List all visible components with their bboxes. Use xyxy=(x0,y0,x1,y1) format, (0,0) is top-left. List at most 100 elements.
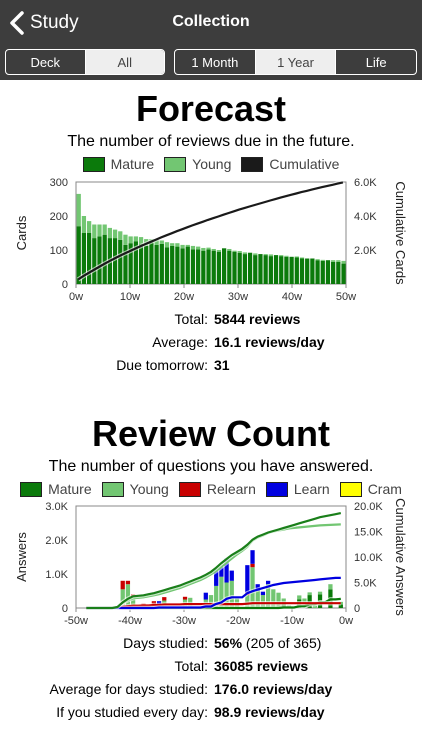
bar-mature xyxy=(247,252,253,284)
legend-item-mature: Mature xyxy=(82,156,154,172)
learn-swatch xyxy=(265,481,288,497)
bar-mature xyxy=(159,243,164,284)
bar-young xyxy=(128,236,133,244)
review-count-subtitle: The number of questions you have answere… xyxy=(48,458,374,475)
bar-mature xyxy=(216,251,222,284)
legend-label: Relearn xyxy=(206,481,256,497)
bar-mature xyxy=(112,238,118,284)
stat-label: If you studied every day: xyxy=(56,704,208,720)
bar-mature xyxy=(263,255,268,284)
bar-young xyxy=(107,227,113,239)
bar-young xyxy=(265,584,271,608)
legend-label: Young xyxy=(192,156,232,172)
x-tick-label: 20w xyxy=(174,291,194,303)
bar-young xyxy=(297,595,302,600)
y2-tick-label: 15.0K xyxy=(354,527,383,539)
segment-life[interactable]: Life xyxy=(335,50,416,74)
forecast-chart: Cards Cumulative Cards 0 100 200 300 2.0K 4.0K 6… xyxy=(14,177,408,303)
bar-young xyxy=(331,260,336,262)
stat-value: 31 xyxy=(214,357,230,373)
deck-scope-control: Deck All xyxy=(5,49,165,75)
bar-young xyxy=(97,224,102,237)
bar-mature xyxy=(232,251,237,284)
stat-value-wrap: 98.9 reviews/day xyxy=(214,704,325,720)
bar-young xyxy=(242,252,248,255)
bar-mature xyxy=(258,254,263,284)
bar-mature xyxy=(279,256,284,284)
bar-young xyxy=(208,595,214,608)
bar-young xyxy=(196,246,201,250)
stat-label: Due tomorrow: xyxy=(116,357,208,373)
forecast-subtitle: The number of reviews due in the future. xyxy=(67,133,355,150)
bar-young xyxy=(190,245,196,250)
bar-young xyxy=(237,251,242,253)
bar-mature xyxy=(149,242,154,284)
bar-young xyxy=(232,250,237,252)
y-tick-label: 1.0K xyxy=(45,569,68,581)
mature-swatch xyxy=(82,156,105,172)
bar-young xyxy=(229,580,234,608)
review-count-title: Review Count xyxy=(91,413,331,454)
bar-mature xyxy=(196,249,201,284)
legend-item-relearn: Relearn xyxy=(178,481,256,497)
stat-value-wrap: 36085 reviews xyxy=(214,658,308,674)
segment-all[interactable]: All xyxy=(84,50,164,74)
y2-tick-label: 6.0K xyxy=(354,177,377,189)
young-swatch xyxy=(101,481,124,497)
bar-mature xyxy=(138,243,144,284)
stat-value: 36085 reviews xyxy=(214,658,309,674)
y2-tick-label: 20.0K xyxy=(354,501,383,513)
legend-label: Mature xyxy=(48,481,92,497)
bar-young xyxy=(81,216,87,233)
bar-mature xyxy=(325,260,331,284)
y2-tick-label: 2.0K xyxy=(354,245,377,257)
legend-item-cumulative: Cumulative xyxy=(241,156,339,172)
bar-mature xyxy=(273,255,279,284)
segment-deck[interactable]: Deck xyxy=(30,54,61,70)
legend-label: Cumulative xyxy=(269,156,340,172)
y-tick-label: 100 xyxy=(50,245,68,257)
bar-mature xyxy=(336,261,341,284)
bar-mature xyxy=(268,256,273,284)
legend-item-cram: Cram xyxy=(339,481,402,497)
bar-young xyxy=(201,247,206,251)
segment-1-year[interactable]: 1 Year xyxy=(254,50,336,74)
bar-mature xyxy=(305,258,310,284)
stat-label: Average for days studied: xyxy=(49,681,208,697)
legend-label: Learn xyxy=(293,481,330,497)
bar-mature xyxy=(81,233,87,284)
bar-mature xyxy=(206,249,211,284)
bar-learn xyxy=(265,580,271,585)
stat-row: Total: 5844 reviews xyxy=(0,311,422,331)
segment-1-month[interactable]: 1 Month xyxy=(191,54,239,70)
bar-learn xyxy=(229,570,234,581)
bar-relearn xyxy=(151,601,157,604)
x-tick-label: -50w xyxy=(64,615,88,627)
bar-young xyxy=(294,256,299,258)
bar-young xyxy=(211,248,216,251)
y-axis-title: Cards xyxy=(14,215,29,250)
line-learn xyxy=(86,576,341,610)
bar-young xyxy=(76,193,81,227)
bar-young xyxy=(299,257,305,259)
bar-mature xyxy=(164,247,170,284)
x-tick-label: -40w xyxy=(118,615,142,627)
bar-young xyxy=(175,243,180,247)
legend-label: Cram xyxy=(367,481,402,497)
x-tick-label: -10w xyxy=(280,615,304,627)
bar-mature xyxy=(201,250,206,284)
bar-mature xyxy=(310,258,315,284)
bar-young xyxy=(125,584,131,608)
bar-young xyxy=(271,589,276,608)
y2-tick-label: 5.0K xyxy=(354,578,377,590)
back-button[interactable]: Study xyxy=(10,8,79,38)
bar-mature xyxy=(299,258,305,284)
stat-row: If you studied every day: 98.9 reviews/da… xyxy=(0,704,422,724)
stat-label: Average: xyxy=(152,334,208,350)
bar-young xyxy=(185,244,190,247)
bar-young xyxy=(338,601,343,605)
y2-tick-label: 0 xyxy=(354,603,360,615)
bar-young xyxy=(154,239,159,245)
bar-young xyxy=(219,576,224,608)
line-cumulative xyxy=(86,512,342,610)
